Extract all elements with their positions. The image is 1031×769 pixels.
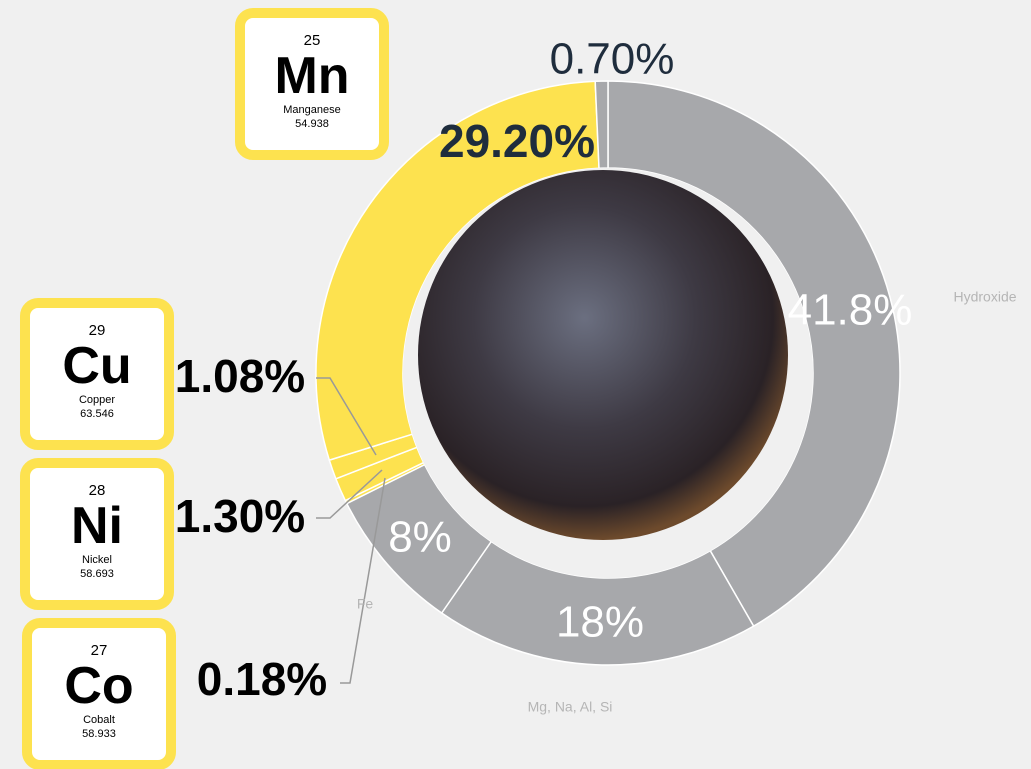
element-name: Nickel xyxy=(82,554,112,566)
element-weight: 63.546 xyxy=(80,408,114,420)
element-card: 29 Cu Copper 63.546 xyxy=(20,298,174,450)
data-label: 18% xyxy=(556,598,644,647)
element-name: Cobalt xyxy=(83,714,115,726)
data-label: 0.18% xyxy=(197,653,327,705)
category-label: Hydroxide xyxy=(953,289,1016,305)
element-card: 25 Mn Manganese 54.938 xyxy=(235,8,389,160)
data-label: 0.70% xyxy=(550,35,675,84)
element-symbol: Co xyxy=(64,657,134,715)
leader-line xyxy=(316,469,383,519)
element-number: 25 xyxy=(303,32,321,49)
leader-line xyxy=(316,377,377,456)
element-name: Manganese xyxy=(283,104,341,116)
data-label: 1.08% xyxy=(175,350,305,402)
element-symbol: Ni xyxy=(71,497,123,555)
element-name: Copper xyxy=(78,394,116,406)
element-number: 27 xyxy=(90,642,108,659)
category-label: Mg, Na, Al, Si xyxy=(528,699,613,715)
element-symbol: Cu xyxy=(62,337,132,395)
element-weight: 54.938 xyxy=(295,118,329,130)
element-number: 29 xyxy=(88,322,106,339)
element-symbol: Mn xyxy=(274,47,350,105)
element-weight: 58.933 xyxy=(82,728,116,740)
leader-line xyxy=(340,477,386,684)
data-label: 1.30% xyxy=(175,490,305,542)
data-label: 8% xyxy=(388,513,452,562)
element-card: 27 Co Cobalt 58.933 xyxy=(22,618,176,769)
element-number: 28 xyxy=(88,482,106,499)
category-label: Fe xyxy=(357,596,374,612)
element-weight: 58.693 xyxy=(80,568,114,580)
nodule-image xyxy=(418,170,788,540)
element-card: 28 Ni Nickel 58.693 xyxy=(20,458,174,610)
data-label: 41.8% xyxy=(788,286,913,335)
data-label: 29.20% xyxy=(439,115,595,167)
